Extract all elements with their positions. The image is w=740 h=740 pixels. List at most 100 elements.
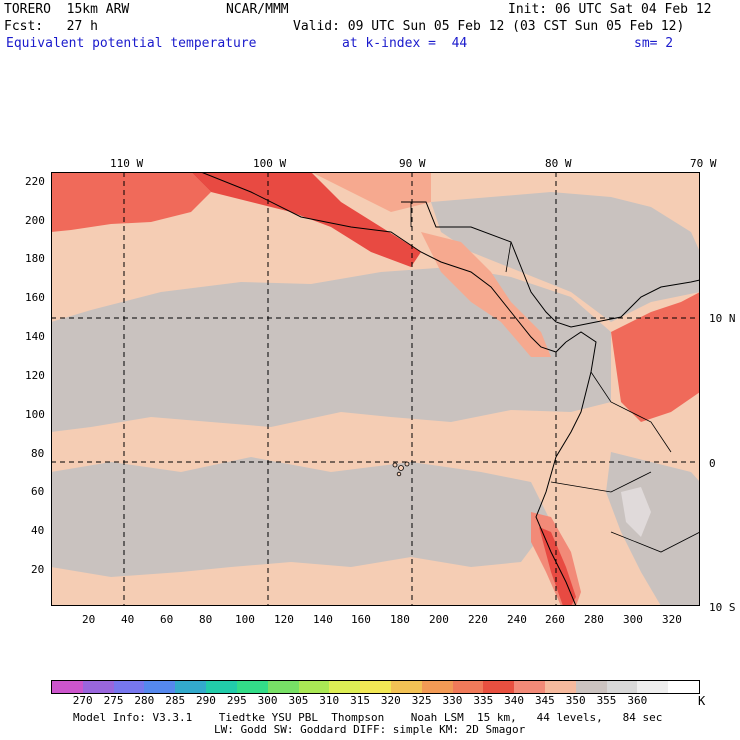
color-swatch: [52, 681, 83, 693]
x-tick: 120: [274, 613, 294, 626]
init-time: Init: 06 UTC Sat 04 Feb 12: [508, 2, 712, 17]
color-swatch: [267, 681, 299, 693]
x-tick: 200: [429, 613, 449, 626]
light-region-andes: [621, 487, 651, 537]
hot-region-mexico: [191, 172, 421, 267]
field-name: Equivalent potential temperature: [6, 36, 257, 51]
x-tick: 160: [351, 613, 371, 626]
color-bar-label: 350: [565, 694, 586, 707]
color-bar-label: 300: [257, 694, 278, 707]
color-bar-label: 330: [442, 694, 463, 707]
y-tick: 200: [25, 214, 45, 227]
color-swatch: [206, 681, 237, 693]
lon-label-100w: 100 W: [253, 157, 287, 170]
color-swatch: [360, 681, 391, 693]
color-swatch: [390, 681, 422, 693]
color-swatch: [514, 681, 545, 693]
x-tick: 240: [507, 613, 527, 626]
color-bar-label: 340: [504, 694, 525, 707]
x-tick: 40: [121, 613, 135, 626]
color-swatch: [329, 681, 361, 693]
level-label: at k-index = 44: [342, 36, 468, 51]
color-swatch: [483, 681, 515, 693]
warm-region-central-america: [421, 232, 551, 357]
x-tick: 80: [199, 613, 213, 626]
coastline-mexico: [200, 172, 567, 353]
y-tick: 60: [31, 485, 45, 498]
lon-label-70w: 70 W: [690, 157, 717, 170]
color-bar-label: 345: [534, 694, 555, 707]
color-swatch: [236, 681, 268, 693]
color-bar-label: 280: [134, 694, 155, 707]
x-tick: 300: [623, 613, 643, 626]
lat-label-10n: 10 N: [709, 312, 736, 325]
graticule: [51, 172, 700, 606]
field-map: [51, 172, 700, 606]
border-lines: [410, 202, 700, 553]
y-tick: 160: [25, 291, 45, 304]
valid-time: Valid: 09 UTC Sun 05 Feb 12 (03 CST Sun …: [293, 19, 685, 34]
physics-info: LW: Godd SW: Goddard DIFF: simple KM: 2D…: [214, 723, 526, 736]
center-name: NCAR/MMM: [226, 2, 289, 17]
forecast-hour: Fcst: 27 h: [4, 19, 98, 34]
color-bar-label: 270: [72, 694, 93, 707]
color-swatch: [82, 681, 114, 693]
x-tick: 320: [662, 613, 682, 626]
model-name: TORERO 15km ARW: [4, 2, 130, 17]
lon-label-80w: 80 W: [545, 157, 572, 170]
color-bar-label: 305: [288, 694, 309, 707]
x-tick: 100: [235, 613, 255, 626]
map-border: [51, 172, 700, 606]
color-swatch: [575, 681, 607, 693]
color-bar-label: 325: [411, 694, 432, 707]
y-tick: 120: [25, 369, 45, 382]
color-swatch: [606, 681, 638, 693]
grey-region-south: [51, 457, 551, 577]
x-tick: 20: [82, 613, 96, 626]
lon-label-110w: 110 W: [110, 157, 144, 170]
x-tick: 260: [545, 613, 565, 626]
y-tick: 140: [25, 330, 45, 343]
hot-region-northwest: [51, 172, 211, 232]
color-bar-label: 310: [319, 694, 340, 707]
x-tick: 220: [468, 613, 488, 626]
color-bar-label: 285: [165, 694, 186, 707]
x-tick: 180: [390, 613, 410, 626]
lat-label-10s: 10 S: [709, 601, 736, 614]
x-tick: 140: [313, 613, 333, 626]
map-panel: [51, 172, 700, 606]
color-bar-label: 335: [473, 694, 494, 707]
lon-label-90w: 90 W: [399, 157, 426, 170]
smoothing-label: sm= 2: [634, 36, 674, 51]
color-bar-label: 320: [380, 694, 401, 707]
color-swatch: [298, 681, 330, 693]
grey-region-north: [51, 267, 611, 432]
color-swatch: [452, 681, 484, 693]
y-tick: 20: [31, 563, 45, 576]
color-swatch: [144, 681, 176, 693]
color-bar-label: 290: [196, 694, 216, 707]
color-bar-label: 295: [226, 694, 247, 707]
color-swatch: [113, 681, 145, 693]
coastline-caribbean: [401, 201, 700, 328]
y-tick: 40: [31, 524, 45, 537]
y-tick: 80: [31, 447, 45, 460]
color-bar-label: 360: [627, 694, 648, 707]
lat-label-0: 0: [709, 457, 716, 470]
model-info: Model Info: V3.3.1 Tiedtke YSU PBL Thomp…: [73, 711, 663, 724]
x-tick: 280: [584, 613, 604, 626]
color-bar-label: 315: [350, 694, 370, 707]
color-swatch: [545, 681, 576, 693]
x-tick: 60: [160, 613, 174, 626]
coastline-south-america: [535, 331, 597, 606]
color-bar-label: 355: [596, 694, 617, 707]
color-swatch: [637, 681, 669, 693]
color-swatch: [668, 681, 700, 693]
y-tick: 180: [25, 252, 45, 265]
y-tick: 100: [25, 408, 45, 421]
hot-region-colombia: [611, 292, 700, 422]
y-tick: 220: [25, 175, 45, 188]
grey-region-east: [431, 192, 700, 322]
color-bar-label: 275: [103, 694, 124, 707]
color-swatch: [175, 681, 207, 693]
